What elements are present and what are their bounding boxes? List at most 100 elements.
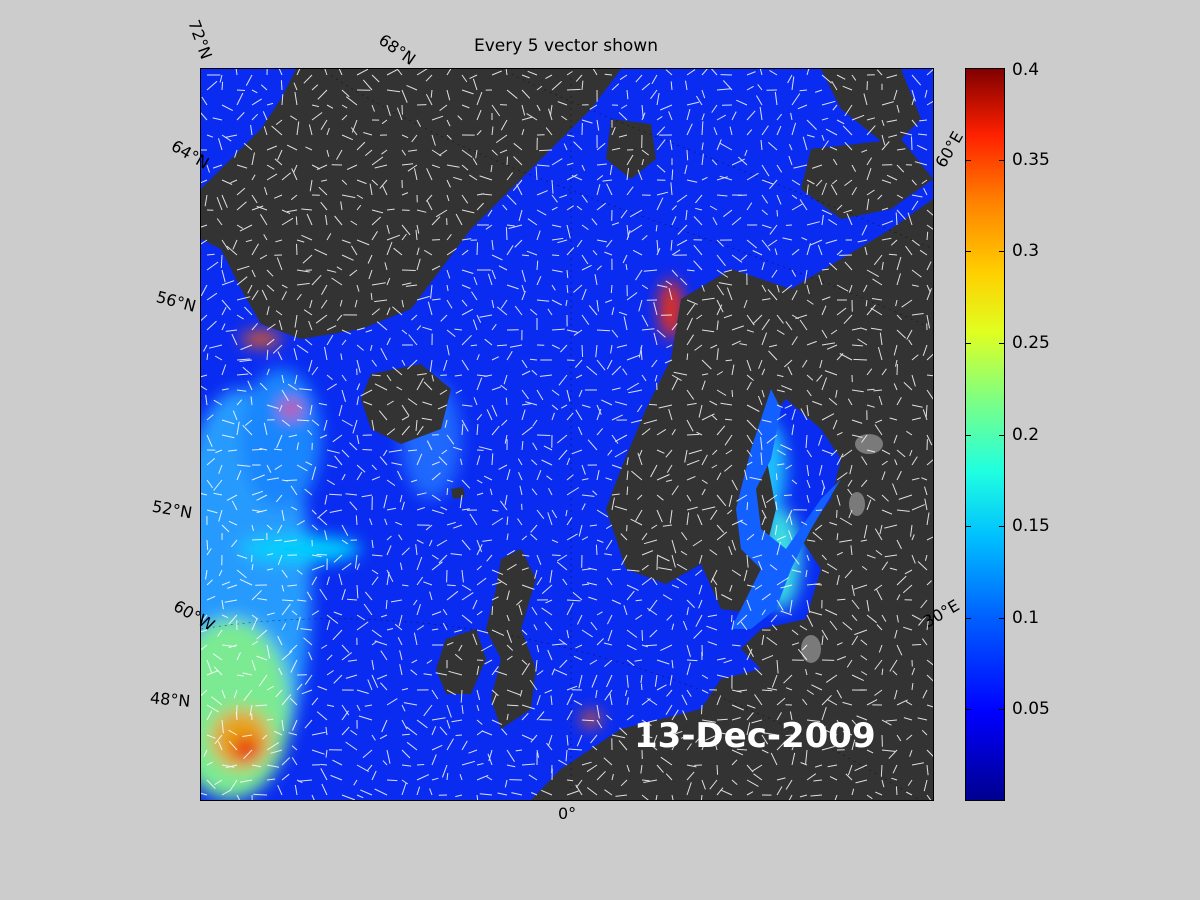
velocity-vector [500, 299, 508, 309]
velocity-vector [281, 172, 292, 181]
velocity-vector [271, 125, 283, 136]
velocity-vector [671, 485, 679, 496]
velocity-vector [491, 254, 503, 261]
velocity-vector [813, 779, 823, 782]
velocity-vector [592, 745, 598, 751]
velocity-vector [296, 683, 303, 691]
velocity-vector [731, 749, 744, 756]
velocity-vector [250, 396, 253, 406]
velocity-vector [487, 753, 493, 766]
velocity-vector [461, 194, 469, 204]
velocity-vector [500, 119, 508, 131]
velocity-vector [476, 704, 480, 711]
velocity-vector [277, 351, 283, 361]
velocity-vector [339, 299, 343, 307]
velocity-vector [896, 614, 899, 623]
velocity-vector [308, 359, 313, 372]
colorbar-tickmark [999, 709, 1004, 711]
velocity-vector [386, 698, 398, 706]
velocity-vector [893, 383, 898, 391]
velocity-vector [694, 344, 703, 351]
velocity-vector [581, 314, 590, 325]
velocity-vector [278, 667, 283, 676]
velocity-vector [450, 553, 463, 556]
velocity-vector [746, 110, 756, 121]
velocity-vector [411, 314, 418, 321]
colorbar-tickmark [966, 617, 971, 619]
velocity-vector [281, 584, 285, 592]
velocity-vector [401, 425, 410, 436]
velocity-vector [505, 227, 508, 241]
velocity-vector [728, 494, 733, 507]
velocity-vector [728, 546, 733, 556]
iceland [361, 364, 451, 444]
velocity-vector [635, 614, 643, 620]
velocity-vector [506, 655, 513, 661]
velocity-vector [800, 762, 808, 766]
velocity-vector [461, 592, 474, 601]
velocity-vector [856, 715, 868, 721]
velocity-vector [394, 623, 403, 631]
velocity-vector [836, 689, 843, 699]
velocity-vector [411, 134, 418, 143]
velocity-vector [281, 209, 291, 215]
velocity-vector [759, 69, 763, 76]
velocity-vector [374, 383, 388, 391]
velocity-vector [911, 313, 924, 316]
velocity-vector [701, 89, 706, 99]
velocity-vector [236, 569, 247, 579]
velocity-vector [752, 764, 763, 772]
velocity-vector [397, 470, 403, 481]
velocity-vector [695, 614, 703, 627]
velocity-vector [746, 704, 756, 709]
velocity-vector [326, 127, 330, 136]
velocity-vector [476, 577, 487, 586]
velocity-vector [815, 583, 823, 586]
velocity-vector [711, 415, 718, 421]
velocity-vector [693, 260, 703, 271]
velocity-vector [896, 273, 901, 286]
velocity-vector [889, 567, 898, 571]
velocity-vector [922, 344, 928, 356]
velocity-vector [716, 194, 728, 197]
velocity-vector [455, 213, 463, 226]
colorbar-tick-label: 0.2 [1012, 424, 1040, 445]
velocity-vector [289, 644, 298, 653]
velocity-vector [825, 128, 838, 136]
velocity-vector [830, 184, 838, 196]
velocity-vector [386, 224, 390, 234]
velocity-vector [461, 479, 471, 489]
velocity-vector [431, 115, 444, 121]
velocity-vector [695, 207, 703, 211]
velocity-vector [573, 141, 583, 151]
velocity-vector [277, 149, 283, 161]
velocity-vector [791, 743, 796, 751]
velocity-vector [326, 104, 334, 109]
velocity-vector [298, 779, 313, 782]
velocity-vector [896, 734, 902, 742]
velocity-vector [611, 83, 620, 91]
velocity-vector [559, 659, 568, 669]
velocity-vector [731, 254, 743, 263]
velocity-vector [457, 115, 463, 121]
velocity-vector [806, 614, 814, 627]
velocity-vector [738, 269, 748, 272]
velocity-vector [311, 576, 318, 586]
velocity-vector [821, 569, 830, 574]
velocity-vector [635, 74, 643, 83]
velocity-vector [221, 689, 226, 699]
velocity-vector [528, 774, 538, 781]
velocity-vector [558, 759, 568, 766]
velocity-vector [324, 530, 328, 541]
velocity-vector [590, 621, 598, 631]
velocity-vector [641, 550, 654, 556]
velocity-vector [371, 629, 382, 638]
velocity-vector [836, 574, 840, 586]
velocity-vector [566, 693, 573, 706]
velocity-vector [275, 494, 283, 503]
velocity-vector [699, 554, 703, 564]
velocity-vector [761, 609, 766, 616]
velocity-vector [641, 719, 652, 727]
velocity-vector [573, 284, 583, 293]
velocity-vector [506, 713, 509, 721]
